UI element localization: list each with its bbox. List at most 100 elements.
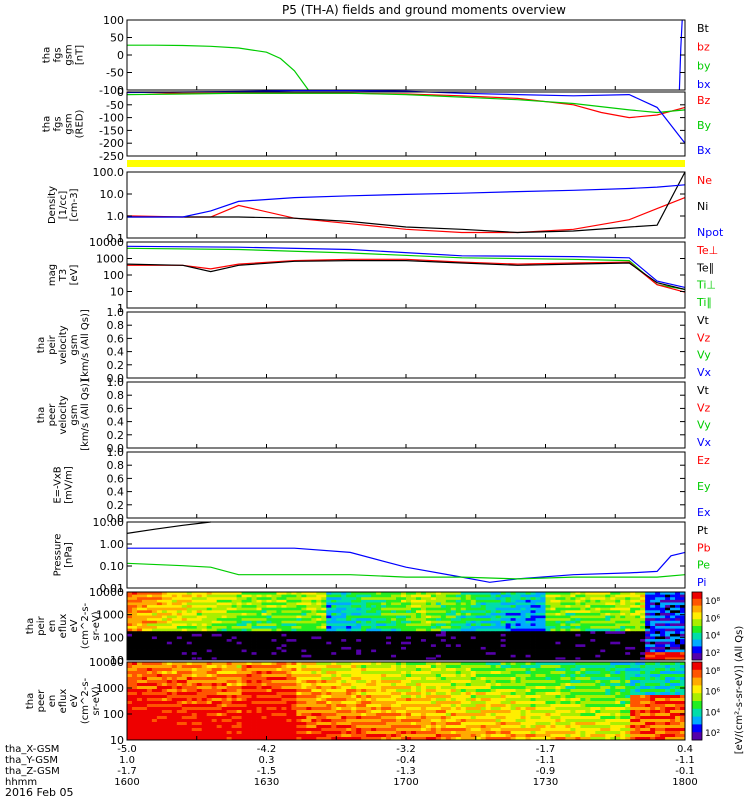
heatmap-cell — [192, 725, 197, 728]
heatmap-cell — [396, 605, 401, 608]
heatmap-cell — [496, 600, 501, 603]
heatmap-cell — [595, 650, 600, 653]
heatmap-cell — [197, 621, 202, 624]
heatmap-cell — [167, 722, 172, 725]
heatmap-cell — [137, 701, 142, 704]
heatmap-cell — [401, 692, 406, 695]
heatmap-cell — [550, 636, 555, 639]
heatmap-cell — [670, 631, 675, 634]
heatmap-cell — [222, 710, 227, 713]
heatmap-cell — [316, 680, 321, 683]
heatmap-cell — [406, 644, 411, 647]
legend-temp-1: Te∥ — [696, 261, 714, 274]
heatmap-cell — [356, 629, 361, 632]
heatmap-cell — [227, 626, 232, 629]
heatmap-cell — [237, 662, 242, 665]
heatmap-cell — [306, 734, 311, 737]
heatmap-cell — [376, 644, 381, 647]
heatmap-cell — [406, 710, 411, 713]
heatmap-cell — [396, 680, 401, 683]
heatmap-cell — [286, 677, 291, 680]
heatmap-cell — [167, 647, 172, 650]
heatmap-cell — [625, 629, 630, 632]
heatmap-cell — [356, 595, 361, 598]
heatmap-cell — [386, 652, 391, 655]
heatmap-cell — [501, 610, 506, 613]
heatmap-cell — [516, 600, 521, 603]
heatmap-cell — [172, 621, 177, 624]
heatmap-cell — [207, 710, 212, 713]
heatmap-cell — [376, 631, 381, 634]
heatmap-cell — [212, 634, 217, 637]
heatmap-cell — [660, 602, 665, 605]
heatmap-cell — [381, 680, 386, 683]
heatmap-cell — [296, 613, 301, 616]
heatmap-cell — [291, 683, 296, 686]
heatmap-cell — [321, 674, 326, 677]
heatmap-cell — [132, 613, 137, 616]
heatmap-cell — [167, 602, 172, 605]
heatmap-cell — [257, 704, 262, 707]
heatmap-cell — [242, 642, 247, 645]
heatmap-cell — [301, 710, 306, 713]
heatmap-cell — [541, 618, 546, 621]
heatmap-cell — [197, 626, 202, 629]
heatmap-cell — [575, 595, 580, 598]
heatmap-cell — [371, 728, 376, 731]
heatmap-cell — [436, 634, 441, 637]
heatmap-cell — [670, 634, 675, 637]
heatmap-cell — [202, 725, 207, 728]
heatmap-cell — [461, 613, 466, 616]
heatmap-cell — [416, 652, 421, 655]
heatmap-cell — [222, 713, 227, 716]
heatmap-cell — [271, 631, 276, 634]
heatmap-cell — [157, 698, 162, 701]
heatmap-cell — [426, 725, 431, 728]
heatmap-cell — [421, 636, 426, 639]
heatmap-cell — [227, 655, 232, 658]
heatmap-cell — [670, 600, 675, 603]
heatmap-cell — [167, 610, 172, 613]
heatmap-cell — [411, 701, 416, 704]
heatmap-cell — [476, 621, 481, 624]
heatmap-cell — [291, 642, 296, 645]
heatmap-cell — [311, 652, 316, 655]
heatmap-cell — [411, 713, 416, 716]
heatmap-cell — [227, 610, 232, 613]
heatmap-cell — [271, 704, 276, 707]
heatmap-cell — [386, 686, 391, 689]
heatmap-cell — [187, 725, 192, 728]
legend-fgs-2: by — [697, 59, 711, 72]
heatmap-cell — [406, 689, 411, 692]
heatmap-cell — [177, 731, 182, 734]
heatmap-cell — [147, 634, 152, 637]
heatmap-cell — [276, 689, 281, 692]
heatmap-cell — [227, 704, 232, 707]
heatmap-cell — [252, 642, 257, 645]
heatmap-cell — [267, 647, 272, 650]
heatmap-cell — [232, 616, 237, 619]
heatmap-cell — [306, 731, 311, 734]
heatmap-cell — [610, 613, 615, 616]
heatmap-cell — [182, 710, 187, 713]
heatmap-cell — [167, 644, 172, 647]
heatmap-cell — [187, 686, 192, 689]
heatmap-cell — [436, 631, 441, 634]
heatmap-cell — [311, 671, 316, 674]
heatmap-cell — [247, 639, 252, 642]
heatmap-cell — [326, 608, 331, 611]
heatmap-cell — [366, 698, 371, 701]
heatmap-cell — [316, 618, 321, 621]
heatmap-cell — [281, 595, 286, 598]
heatmap-cell — [521, 629, 526, 632]
heatmap-cell — [580, 608, 585, 611]
heatmap-cell — [316, 595, 321, 598]
heatmap-cell — [446, 722, 451, 725]
heatmap-cell — [237, 704, 242, 707]
heatmap-cell — [411, 680, 416, 683]
heatmap-cell — [351, 647, 356, 650]
heatmap-cell — [516, 616, 521, 619]
heatmap-cell — [541, 647, 546, 650]
heatmap-cell — [316, 623, 321, 626]
heatmap-cell — [207, 629, 212, 632]
